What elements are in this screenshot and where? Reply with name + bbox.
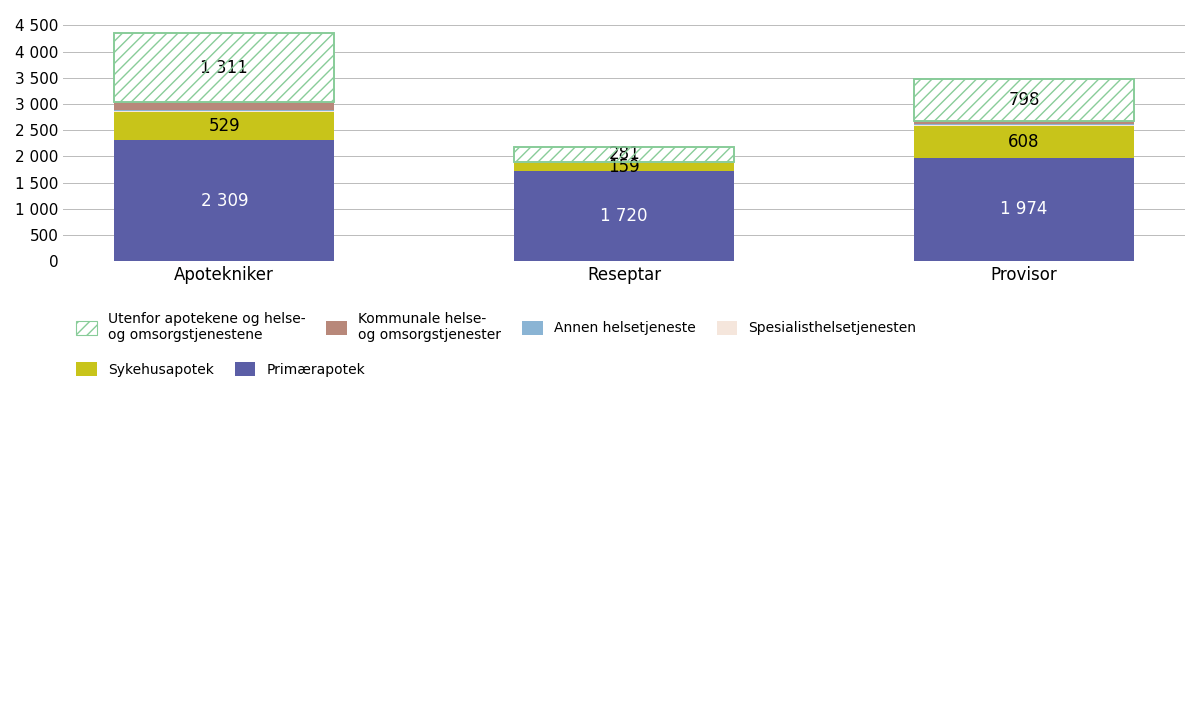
Bar xyxy=(114,111,335,113)
Bar xyxy=(914,157,1134,261)
Text: 2 309: 2 309 xyxy=(200,191,248,210)
Bar xyxy=(515,171,734,261)
Bar xyxy=(114,33,335,102)
Text: 281: 281 xyxy=(608,145,640,163)
Bar xyxy=(515,147,734,162)
Bar xyxy=(114,102,335,110)
Text: 608: 608 xyxy=(1008,133,1040,151)
Text: 1 720: 1 720 xyxy=(600,207,648,225)
Text: 798: 798 xyxy=(1008,91,1040,108)
Text: 529: 529 xyxy=(209,117,240,135)
Bar xyxy=(914,79,1134,121)
Bar xyxy=(914,126,1134,157)
Text: 1 974: 1 974 xyxy=(1001,201,1048,218)
Text: 1 311: 1 311 xyxy=(200,59,248,77)
Bar xyxy=(114,113,335,140)
Bar xyxy=(914,124,1134,125)
Text: 159: 159 xyxy=(608,158,640,176)
Bar xyxy=(914,79,1134,121)
Bar xyxy=(114,140,335,261)
Bar xyxy=(914,121,1134,124)
Bar xyxy=(515,147,734,162)
Legend: Sykehusapotek, Primærapotek: Sykehusapotek, Primærapotek xyxy=(71,356,371,382)
Bar xyxy=(114,33,335,102)
Bar xyxy=(114,110,335,111)
Bar xyxy=(914,125,1134,126)
Bar xyxy=(515,162,734,171)
